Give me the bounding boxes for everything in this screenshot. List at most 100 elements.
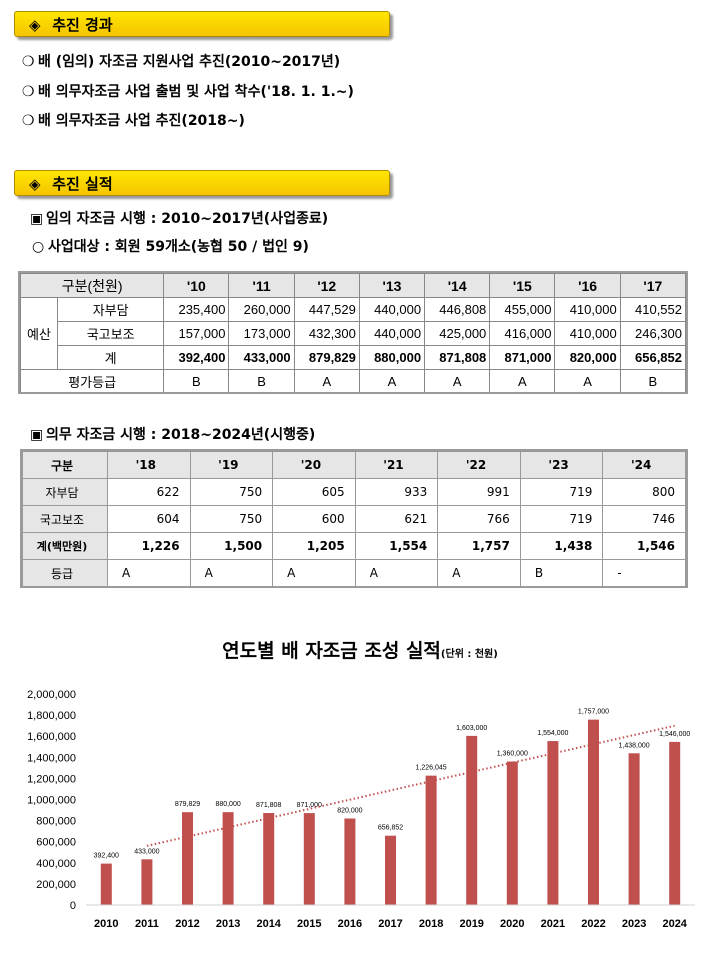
y-tick-label: 200,000 xyxy=(36,879,76,891)
table-row-grade: 등급 A A A A A B - xyxy=(22,559,686,587)
grade-cell: B xyxy=(163,369,230,394)
bar xyxy=(547,741,559,905)
year-header: '19 xyxy=(189,451,274,479)
year-header: '14 xyxy=(424,273,491,298)
y-tick-label: 1,800,000 xyxy=(27,710,76,722)
square-bullet-icon: ▣ xyxy=(30,427,44,443)
data-label: 871,808 xyxy=(256,802,281,809)
voluntary-fund-detail: ○ 사업대상 : 회원 59개소(농협 50 / 법인 9) xyxy=(32,236,309,256)
table-cell: 621 xyxy=(354,505,439,533)
y-tick-label: 800,000 xyxy=(36,816,76,828)
row-label: 국고보조 xyxy=(56,321,165,346)
table-row: 국고보조 604 750 600 621 766 719 746 xyxy=(22,505,686,533)
table-cell: 455,000 xyxy=(489,297,556,322)
table-cell: 425,000 xyxy=(424,321,491,346)
progress-item: ❍ 배 의무자조금 사업 추진(2018~) xyxy=(22,110,245,130)
bar xyxy=(344,818,356,905)
table-cell: 433,000 xyxy=(228,345,295,370)
grade-cell: A xyxy=(293,369,360,394)
year-header: '17 xyxy=(619,273,687,298)
table-cell: 1,554 xyxy=(354,532,439,560)
row-label: 자부담 xyxy=(56,297,165,322)
table-row: 국고보조 157,000 173,000 432,300 440,000 425… xyxy=(21,321,687,346)
y-tick-label: 600,000 xyxy=(36,837,76,849)
x-tick-label: 2011 xyxy=(135,918,159,930)
data-label: 1,438,000 xyxy=(619,742,650,749)
data-label: 1,603,000 xyxy=(456,725,487,732)
table-cell: 991 xyxy=(437,478,521,506)
table-header-row: 구분 '18 '19 '20 '21 '22 '23 '24 xyxy=(22,451,686,479)
table-cell: 879,829 xyxy=(293,345,360,370)
year-header: '18 xyxy=(107,451,191,479)
y-tick-label: 1,200,000 xyxy=(27,773,76,785)
grade-cell: A xyxy=(437,559,521,587)
table-cell: 1,205 xyxy=(272,532,356,560)
voluntary-fund-heading: ▣ 임의 자조금 시행 : 2010~2017년(사업종료) xyxy=(30,208,328,228)
diamond-icon: ◈ xyxy=(29,175,41,193)
x-tick-label: 2018 xyxy=(419,918,443,930)
table-cell: 719 xyxy=(519,478,604,506)
year-header: '23 xyxy=(519,451,604,479)
diamond-icon: ◈ xyxy=(29,16,41,34)
table-cell: 880,000 xyxy=(358,345,426,370)
grade-cell: - xyxy=(602,559,686,587)
table-cell: 432,300 xyxy=(293,321,360,346)
bar xyxy=(506,761,518,905)
x-tick-label: 2013 xyxy=(216,918,240,930)
table-cell: 933 xyxy=(354,478,439,506)
table-cell: 600 xyxy=(272,505,356,533)
grade-cell: A xyxy=(354,559,439,587)
year-header: '22 xyxy=(437,451,521,479)
bar xyxy=(628,753,640,905)
bar xyxy=(141,859,153,905)
table-cell: 1,546 xyxy=(602,532,686,560)
year-header: '24 xyxy=(602,451,686,479)
chart-title: 연도별 배 자조금 조성 실적(단위 : 천원) xyxy=(0,636,720,663)
fund-bar-chart: 0 200,000 400,000 600,000 800,000 1,000,000 1,… xyxy=(27,689,695,930)
x-tick-label: 2022 xyxy=(581,918,605,930)
x-tick-label: 2012 xyxy=(175,918,199,930)
table-cell: 440,000 xyxy=(358,321,426,346)
year-header: '10 xyxy=(163,273,230,298)
bar xyxy=(588,719,599,905)
y-tick-label: 400,000 xyxy=(36,858,76,870)
data-label: 1,226,045 xyxy=(416,765,447,772)
table-cell: 246,300 xyxy=(619,321,687,346)
table-cell: 447,529 xyxy=(293,297,360,322)
table-cell: 157,000 xyxy=(163,321,230,346)
year-header: '11 xyxy=(228,273,295,298)
table-cell: 622 xyxy=(107,478,191,506)
data-label: 879,829 xyxy=(175,801,200,808)
bar xyxy=(669,741,681,905)
mandatory-fund-heading: ▣ 의무 자조금 시행 : 2018~2024년(시행중) xyxy=(30,424,315,444)
table-cell: 235,400 xyxy=(163,297,230,322)
table-cell: 871,808 xyxy=(424,345,491,370)
table-cell: 820,000 xyxy=(554,345,621,370)
grade-cell: A xyxy=(489,369,556,394)
row-label: 등급 xyxy=(22,559,108,587)
table-cell: 416,000 xyxy=(489,321,556,346)
x-tick-label: 2020 xyxy=(500,918,524,930)
voluntary-fund-detail-text: 사업대상 : 회원 59개소(농협 50 / 법인 9) xyxy=(48,239,309,255)
grade-cell: A xyxy=(358,369,426,394)
table-cell: 410,000 xyxy=(554,297,621,322)
progress-item-text: 배 의무자조금 사업 출범 및 사업 착수('18. 1. 1.~) xyxy=(38,84,354,100)
year-header: '16 xyxy=(554,273,621,298)
table-corner: 구분 xyxy=(22,451,108,479)
mandatory-fund-table: 구분 '18 '19 '20 '21 '22 '23 '24 자부담 622 7… xyxy=(22,451,686,587)
table-row: 자부담 622 750 605 933 991 719 800 xyxy=(22,478,686,506)
data-label: 1,757,000 xyxy=(578,709,609,716)
year-header: '13 xyxy=(358,273,426,298)
table-corner: 구분(천원) xyxy=(19,273,165,298)
table-header-row: 구분(천원) '10 '11 '12 '13 '14 '15 '16 '17 xyxy=(19,273,687,298)
grade-cell: B xyxy=(519,559,604,587)
table-row-total: 계(백만원) 1,226 1,500 1,205 1,554 1,757 1,4… xyxy=(22,532,686,560)
grade-cell: A xyxy=(554,369,621,394)
table-cell: 746 xyxy=(602,505,686,533)
row-label: 계(백만원) xyxy=(22,532,108,560)
table-row-total: 계 392,400 433,000 879,829 880,000 871,80… xyxy=(21,345,687,370)
data-label: 1,554,000 xyxy=(537,730,568,737)
data-label: 656,852 xyxy=(378,825,403,832)
year-header: '12 xyxy=(293,273,360,298)
square-bullet-icon: ▣ xyxy=(30,211,44,227)
